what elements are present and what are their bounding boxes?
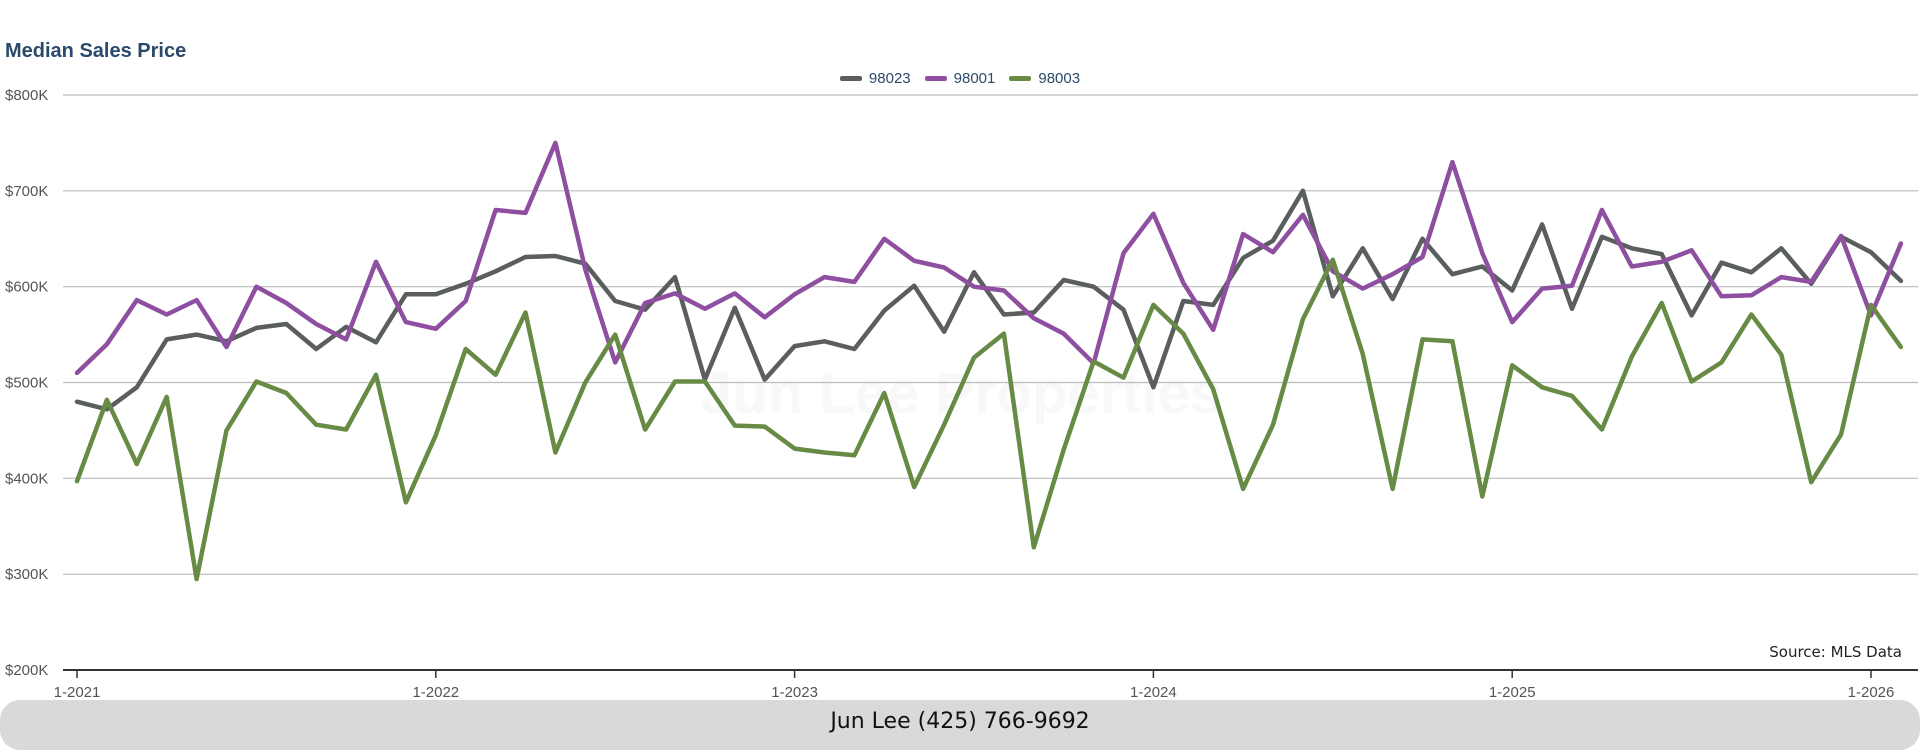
legend-item-98003[interactable]: 98003	[1009, 70, 1080, 87]
legend-swatch-98003	[1009, 76, 1032, 81]
legend-item-98001[interactable]: 98001	[924, 70, 996, 87]
chart-plot-area: $800K $700K $600K $500K $400K $300K $200K 1-202…	[5, 87, 1918, 700]
legend-swatch-98001	[924, 76, 947, 81]
y-tick-label: $200K	[5, 662, 48, 679]
series-line-98003	[74, 257, 1904, 582]
series-line-98023	[74, 188, 1904, 412]
source-note: Source: MLS Data	[1769, 643, 1902, 661]
x-tick-label: 1-2024	[1130, 684, 1177, 700]
x-tick-label: 1-2022	[412, 684, 459, 700]
legend-swatch-98023	[839, 76, 862, 81]
y-tick-label: $400K	[5, 470, 48, 487]
footer-contact: Jun Lee (425) 766-9692	[830, 708, 1090, 734]
legend-label-98003: 98003	[1038, 70, 1081, 87]
legend-label-98001: 98001	[953, 70, 996, 87]
y-tick-label: $700K	[5, 183, 48, 200]
x-tick-label: 1-2026	[1848, 684, 1895, 700]
series-line-98001	[74, 140, 1904, 376]
y-tick-label: $500K	[5, 375, 48, 392]
legend-item-98023[interactable]: 98023	[839, 70, 911, 87]
chart-title: Median Sales Price	[5, 40, 187, 62]
x-tick-label: 1-2021	[54, 684, 101, 700]
y-tick-label: $300K	[5, 566, 48, 583]
chart-legend: 98023 98001 98003	[0, 70, 1920, 87]
x-tick-label: 1-2025	[1489, 684, 1536, 700]
y-tick-label: $800K	[5, 87, 48, 104]
y-tick-label: $600K	[5, 279, 48, 296]
legend-label-98023: 98023	[868, 70, 911, 87]
x-tick-label: 1-2023	[771, 684, 818, 700]
footer-bar: Jun Lee (425) 766-9692	[0, 700, 1920, 750]
